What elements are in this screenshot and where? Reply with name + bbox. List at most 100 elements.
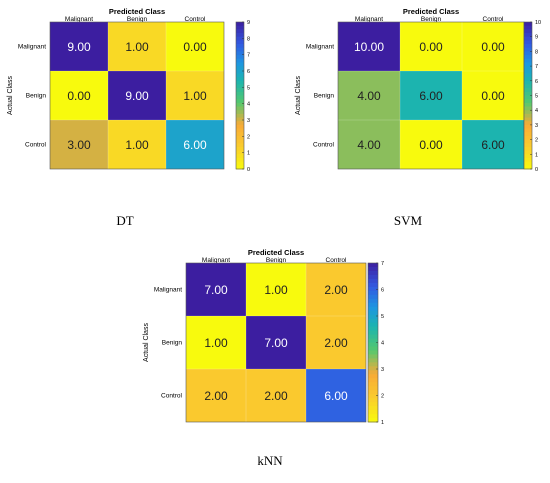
colorbar-segment (368, 378, 378, 383)
colorbar-segment (236, 150, 244, 155)
row-label: Malignant (154, 287, 182, 294)
colorbar-segment (368, 406, 378, 411)
matrix-cell (338, 22, 400, 71)
colorbar-tick-label: 1 (247, 151, 250, 157)
colorbar-segment (524, 157, 532, 163)
matrix-cell (338, 71, 400, 120)
row-label: Control (313, 142, 335, 149)
matrix-cell (246, 316, 306, 369)
colorbar-tick-label: 0 (247, 167, 250, 173)
cell-value-label: 1.00 (204, 336, 228, 350)
confusion-matrix-dt: Predicted Class Malignant Benign Control Mal… (7, 7, 250, 228)
colorbar-segment (524, 66, 532, 71)
colorbar-segment (524, 40, 532, 45)
cell-value-label: 3.00 (67, 138, 91, 152)
colorbar-segment (236, 106, 244, 111)
colorbar-segment (236, 36, 244, 41)
column-label: Benign (127, 16, 148, 23)
colorbar-segment (524, 25, 532, 30)
matrix-cell (400, 71, 462, 120)
colorbar-tick-label: 7 (535, 64, 538, 70)
colorbar-segment (524, 150, 532, 155)
colorbar-segment (236, 128, 244, 133)
cell-value-label: 6.00 (183, 138, 207, 152)
row-label: Benign (162, 340, 183, 347)
colorbar-segment (236, 143, 244, 148)
colorbar-tick-label: 9 (247, 20, 250, 26)
colorbar-segment (524, 47, 532, 52)
colorbar-tick-label: 3 (535, 123, 538, 129)
matrix-cell (400, 120, 462, 169)
colorbar-segment (368, 358, 378, 363)
colorbar-segment (236, 88, 244, 93)
cell-value-label: 6.00 (419, 89, 443, 103)
colorbar-tick-label: 7 (247, 53, 250, 59)
cell-value-label: 1.00 (183, 89, 207, 103)
matrix-frame (49, 21, 225, 170)
y-axis-label: Actual Class (295, 76, 302, 115)
row-label: Control (161, 393, 183, 400)
matrix-cell (306, 369, 366, 422)
cell-value-label: 10.00 (354, 40, 384, 54)
colorbar-tick-label: 4 (381, 341, 384, 347)
colorbar-segment (368, 282, 378, 288)
colorbar-segment (368, 278, 378, 284)
colorbar-segment (368, 330, 378, 336)
cell-value-label: 9.00 (67, 40, 91, 54)
colorbar-segment (524, 154, 532, 159)
colorbar-tick-label: 8 (535, 49, 538, 55)
colorbar-segment (524, 77, 532, 82)
colorbar-segment (368, 322, 378, 328)
cell-value-label: 4.00 (357, 138, 381, 152)
colorbar-segment (368, 374, 378, 379)
colorbar-segment (236, 132, 244, 137)
colorbar-tick-label: 1 (535, 152, 538, 158)
colorbar-segment (368, 338, 378, 343)
matrix-cell (462, 120, 524, 169)
colorbar-segment (236, 121, 244, 126)
chart-caption: kNN (257, 453, 283, 468)
matrix-frame (185, 262, 367, 423)
colorbar-segment (236, 25, 244, 30)
cell-value-label: 4.00 (357, 89, 381, 103)
row-label: Benign (314, 93, 335, 100)
colorbar-segment (524, 58, 532, 63)
colorbar-segment (236, 33, 244, 38)
colorbar-segment (524, 106, 532, 111)
colorbar-segment (368, 370, 378, 375)
colorbar-segment (368, 334, 378, 340)
cell-value-label: 2.00 (324, 283, 348, 297)
matrix-title: Predicted Class (248, 248, 304, 257)
row-label: Control (25, 142, 47, 149)
column-label: Benign (421, 16, 442, 23)
colorbar-tick-label: 7 (381, 261, 384, 267)
colorbar-tick-label: 6 (381, 288, 384, 294)
cell-value-label: 7.00 (264, 336, 288, 350)
colorbar-segment (236, 22, 244, 27)
cell-value-label: 6.00 (324, 389, 348, 403)
matrix-cell (306, 316, 366, 369)
colorbar-tick-label: 5 (381, 314, 384, 320)
colorbar-segment (368, 362, 378, 367)
cell-value-label: 0.00 (419, 138, 443, 152)
cell-value-label: 2.00 (324, 336, 348, 350)
colorbar-tick-label: 2 (247, 134, 250, 140)
colorbar-segment (524, 73, 532, 78)
colorbar-frame (235, 21, 245, 170)
colorbar-segment (524, 128, 532, 133)
cell-value-label: 9.00 (125, 89, 149, 103)
colorbar-segment (236, 102, 244, 108)
colorbar-segment (368, 366, 378, 371)
colorbar-segment (368, 402, 378, 407)
cell-value-label: 1.00 (125, 40, 149, 54)
colorbar-segment (524, 110, 532, 115)
colorbar-segment (368, 266, 378, 272)
colorbar-segment (524, 113, 532, 119)
colorbar-segment (368, 398, 378, 403)
colorbar-segment (368, 314, 378, 320)
cell-value-label: 1.00 (264, 283, 288, 297)
matrix-title: Predicted Class (403, 7, 459, 16)
colorbar-segment (368, 310, 378, 316)
matrix-cell (166, 71, 224, 120)
